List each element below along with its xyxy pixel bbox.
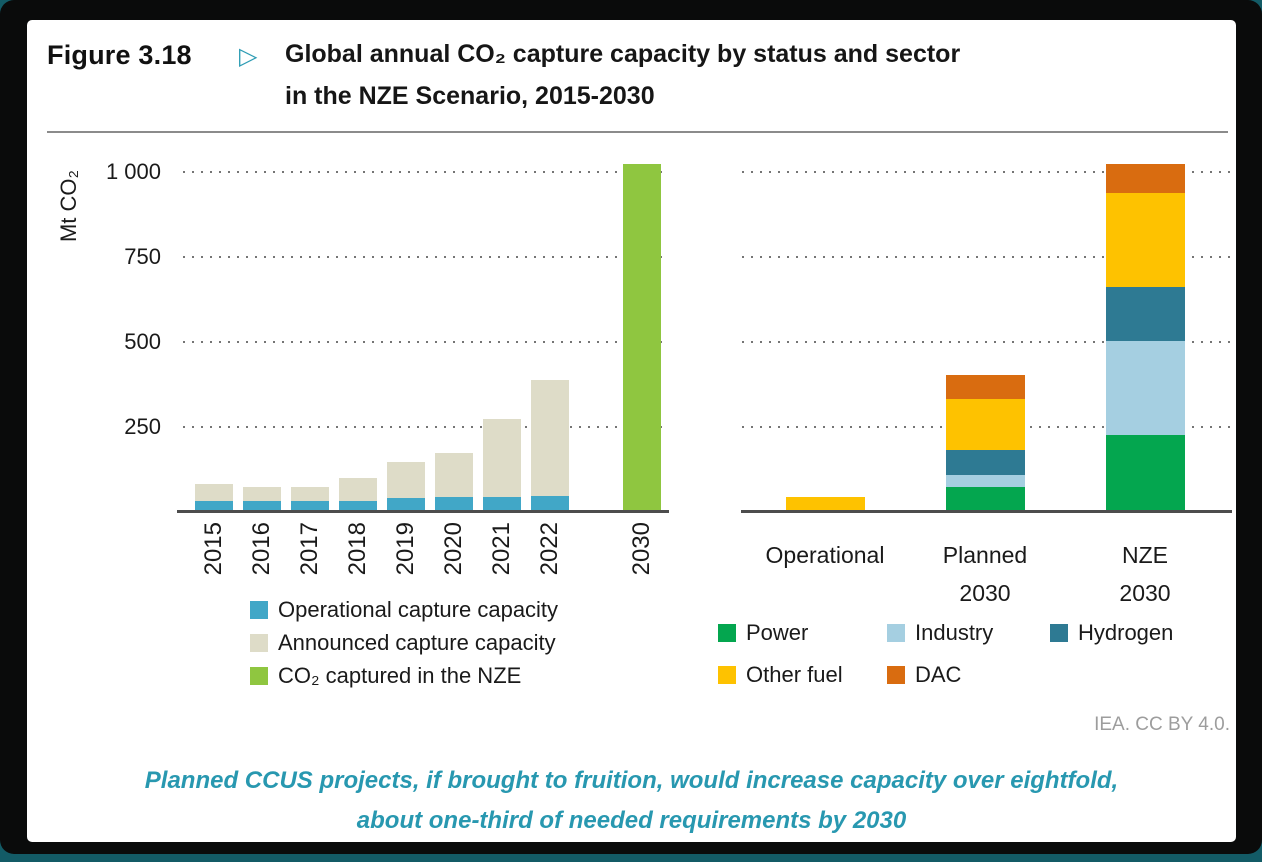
bar-segment — [243, 500, 281, 511]
y-tick-label: 500 — [124, 329, 161, 354]
figure-caption-line2: about one-third of needed requirements b… — [356, 807, 907, 834]
gridline-500 — [742, 341, 1231, 343]
y-tick-label: 750 — [124, 244, 161, 269]
bar-segment — [945, 475, 1025, 488]
legend-swatch-dac — [887, 665, 905, 684]
gridline-1000 — [742, 171, 1231, 173]
bar-segment — [945, 487, 1025, 511]
figure-pointer-icon: ▷ — [239, 43, 258, 70]
bar-segment — [291, 500, 329, 511]
figure-caption-line1: Planned CCUS projects, if brought to fru… — [144, 767, 1119, 794]
bar-segment — [1105, 434, 1185, 511]
legend-label-announced: Announced capture capacity — [278, 630, 556, 655]
bar-segment — [1105, 164, 1185, 194]
x-axis-label: 2030 — [628, 522, 655, 576]
legend-swatch-operational — [250, 600, 268, 619]
legend-left: Operational capture capacity Announced c… — [250, 596, 558, 689]
source-credit: IEA. CC BY 4.0. — [1094, 714, 1230, 735]
figure-content: Figure 3.18 ▷ Global annual CO₂ capture … — [27, 20, 1236, 842]
x-axis-label: 2022 — [536, 522, 563, 576]
legend-label-nze-captured: CO₂ captured in the NZE — [278, 663, 522, 688]
bar-segment — [291, 486, 329, 501]
bar-segment — [387, 461, 425, 499]
x-axis-label: 2017 — [296, 522, 323, 576]
gridline-750 — [742, 256, 1231, 258]
plot-area: Mt CO₂ 250 500 750 1 000 2015 2016 2017 2018 201… — [27, 20, 1236, 842]
legend-swatch-announced — [250, 633, 268, 652]
legend-item-hydrogen: Hydrogen — [1050, 619, 1173, 646]
header-divider — [47, 131, 1228, 133]
legend-item-announced: Announced capture capacity — [250, 629, 558, 656]
bar-segment — [435, 453, 473, 498]
bar-segment — [435, 497, 473, 511]
gridline-1000 — [183, 171, 662, 173]
bar-segment — [945, 375, 1025, 399]
x-axis-line — [741, 510, 1232, 513]
x-axis-label: Operational — [765, 542, 885, 568]
x-axis-label: 2018 — [344, 522, 371, 576]
legend-item-industry: Industry — [887, 619, 993, 646]
bar-segment — [339, 478, 377, 501]
bar-segment — [1105, 286, 1185, 341]
gridline-750 — [183, 256, 662, 258]
y-tick-label: 250 — [124, 414, 161, 439]
figure-number: Figure 3.18 — [47, 40, 192, 70]
bar-segment — [531, 496, 569, 511]
legend-item-nze-captured: CO₂ captured in the NZE — [250, 662, 558, 689]
x-axis-line — [177, 510, 669, 513]
x-axis-label: 2020 — [440, 522, 467, 576]
bar-segment — [945, 449, 1025, 476]
legend-item-dac: DAC — [887, 661, 961, 688]
legend-label-other-fuel: Other fuel — [746, 662, 843, 687]
x-axis-label: 2015 — [200, 522, 227, 576]
legend-item-operational: Operational capture capacity — [250, 596, 558, 623]
bar-segment — [243, 487, 281, 501]
x-axis-label: Planned 2030 — [942, 542, 1028, 606]
bar-segment — [623, 164, 661, 511]
bar-segment — [483, 419, 521, 498]
bar-segment — [945, 398, 1025, 450]
legend-swatch-power — [718, 623, 736, 642]
bar-segment — [1105, 341, 1185, 435]
legend-swatch-nze-captured — [250, 666, 268, 685]
gridline-250 — [183, 426, 662, 428]
gridline-500 — [183, 341, 662, 343]
legend-label-dac: DAC — [915, 662, 962, 687]
bar-segment — [483, 497, 521, 511]
legend-swatch-other-fuel — [718, 665, 736, 684]
legend-label-hydrogen: Hydrogen — [1078, 620, 1174, 645]
bar-segment — [531, 380, 569, 497]
figure-title-line1: Global annual CO₂ capture capacity by st… — [285, 40, 961, 68]
legend-item-other-fuel: Other fuel — [718, 661, 843, 688]
legend-swatch-industry — [887, 623, 905, 642]
legend-label-operational: Operational capture capacity — [278, 597, 559, 622]
bar-segment — [387, 498, 425, 511]
legend-swatch-hydrogen — [1050, 623, 1068, 642]
bar-segment — [339, 500, 377, 511]
bar-segment — [195, 500, 233, 511]
bar-segment — [1105, 193, 1185, 287]
y-tick-label: 1 000 — [105, 159, 161, 184]
x-axis-label: 2021 — [488, 522, 515, 576]
legend-item-power: Power — [718, 619, 808, 646]
legend-label-power: Power — [746, 620, 809, 645]
x-axis-label: NZE 2030 — [1119, 542, 1171, 606]
x-axis-label: 2019 — [392, 522, 419, 576]
legend-label-industry: Industry — [915, 620, 994, 645]
figure-title-line2: in the NZE Scenario, 2015-2030 — [285, 82, 655, 110]
bar-segment — [195, 483, 233, 501]
bar-segment — [785, 497, 865, 511]
x-axis-label: 2016 — [248, 522, 275, 576]
